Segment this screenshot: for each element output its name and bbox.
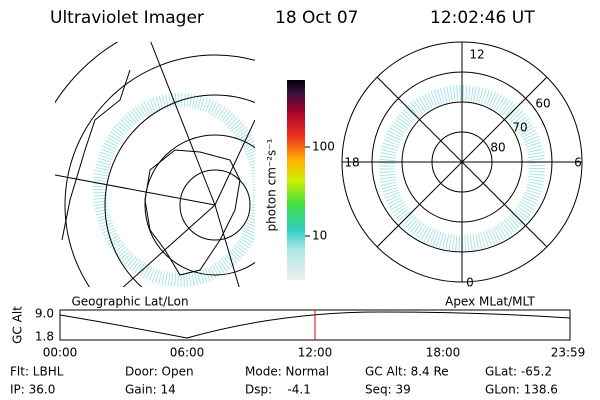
status-field: IP: 36.0 [10, 383, 55, 397]
status-field: GLat: -65.2 [485, 365, 552, 379]
status-field: Dsp: -4.1 [245, 383, 311, 397]
status-field: GLon: 138.6 [485, 383, 558, 397]
title: Ultraviolet Imager [50, 8, 204, 28]
y-tick-label: 9.0 [35, 307, 54, 321]
axis-label: GC Alt [11, 306, 25, 344]
panel-label: Geographic Lat/Lon [71, 295, 188, 309]
colorbar [287, 80, 305, 280]
geographic-map [55, 42, 255, 287]
colorbar-tick: 100 [312, 140, 335, 154]
x-tick-label: 23:59 [551, 346, 586, 360]
x-tick-label: 06:00 [170, 346, 205, 360]
status-field: Mode: Normal [245, 365, 329, 379]
status-field: GC Alt: 8.4 Re [365, 365, 449, 379]
colorbar-tick: 10 [312, 229, 327, 243]
status-field: Gain: 14 [125, 383, 176, 397]
altitude-curve [59, 311, 571, 339]
polar-plot [341, 41, 583, 283]
panel-label: Apex MLat/MLT [445, 295, 535, 309]
mlt-label: 18 [344, 156, 359, 170]
status-field: Door: Open [125, 365, 194, 379]
colorbar-label: photon cm⁻²s⁻¹ [265, 138, 279, 231]
date: 18 Oct 07 [275, 8, 358, 28]
status-field: Flt: LBHL [10, 365, 64, 379]
y-tick-label: 1.8 [35, 330, 54, 344]
mlt-label: 12 [469, 48, 484, 62]
x-tick-label: 12:00 [298, 346, 333, 360]
x-tick-label: 18:00 [426, 346, 461, 360]
footer: Flt: LBHL Door: Open Mode: Normal GC Alt: 8… [10, 365, 558, 397]
x-tick-label: 00:00 [43, 346, 78, 360]
status-field: Seq: 39 [365, 383, 411, 397]
mlat-label: 60 [535, 97, 550, 111]
mlat-label: 80 [490, 141, 505, 155]
mlat-label: 70 [512, 121, 527, 135]
mlt-label: 6 [574, 156, 582, 170]
mlt-label: 0 [466, 276, 474, 290]
time: 12:02:46 UT [430, 8, 535, 28]
